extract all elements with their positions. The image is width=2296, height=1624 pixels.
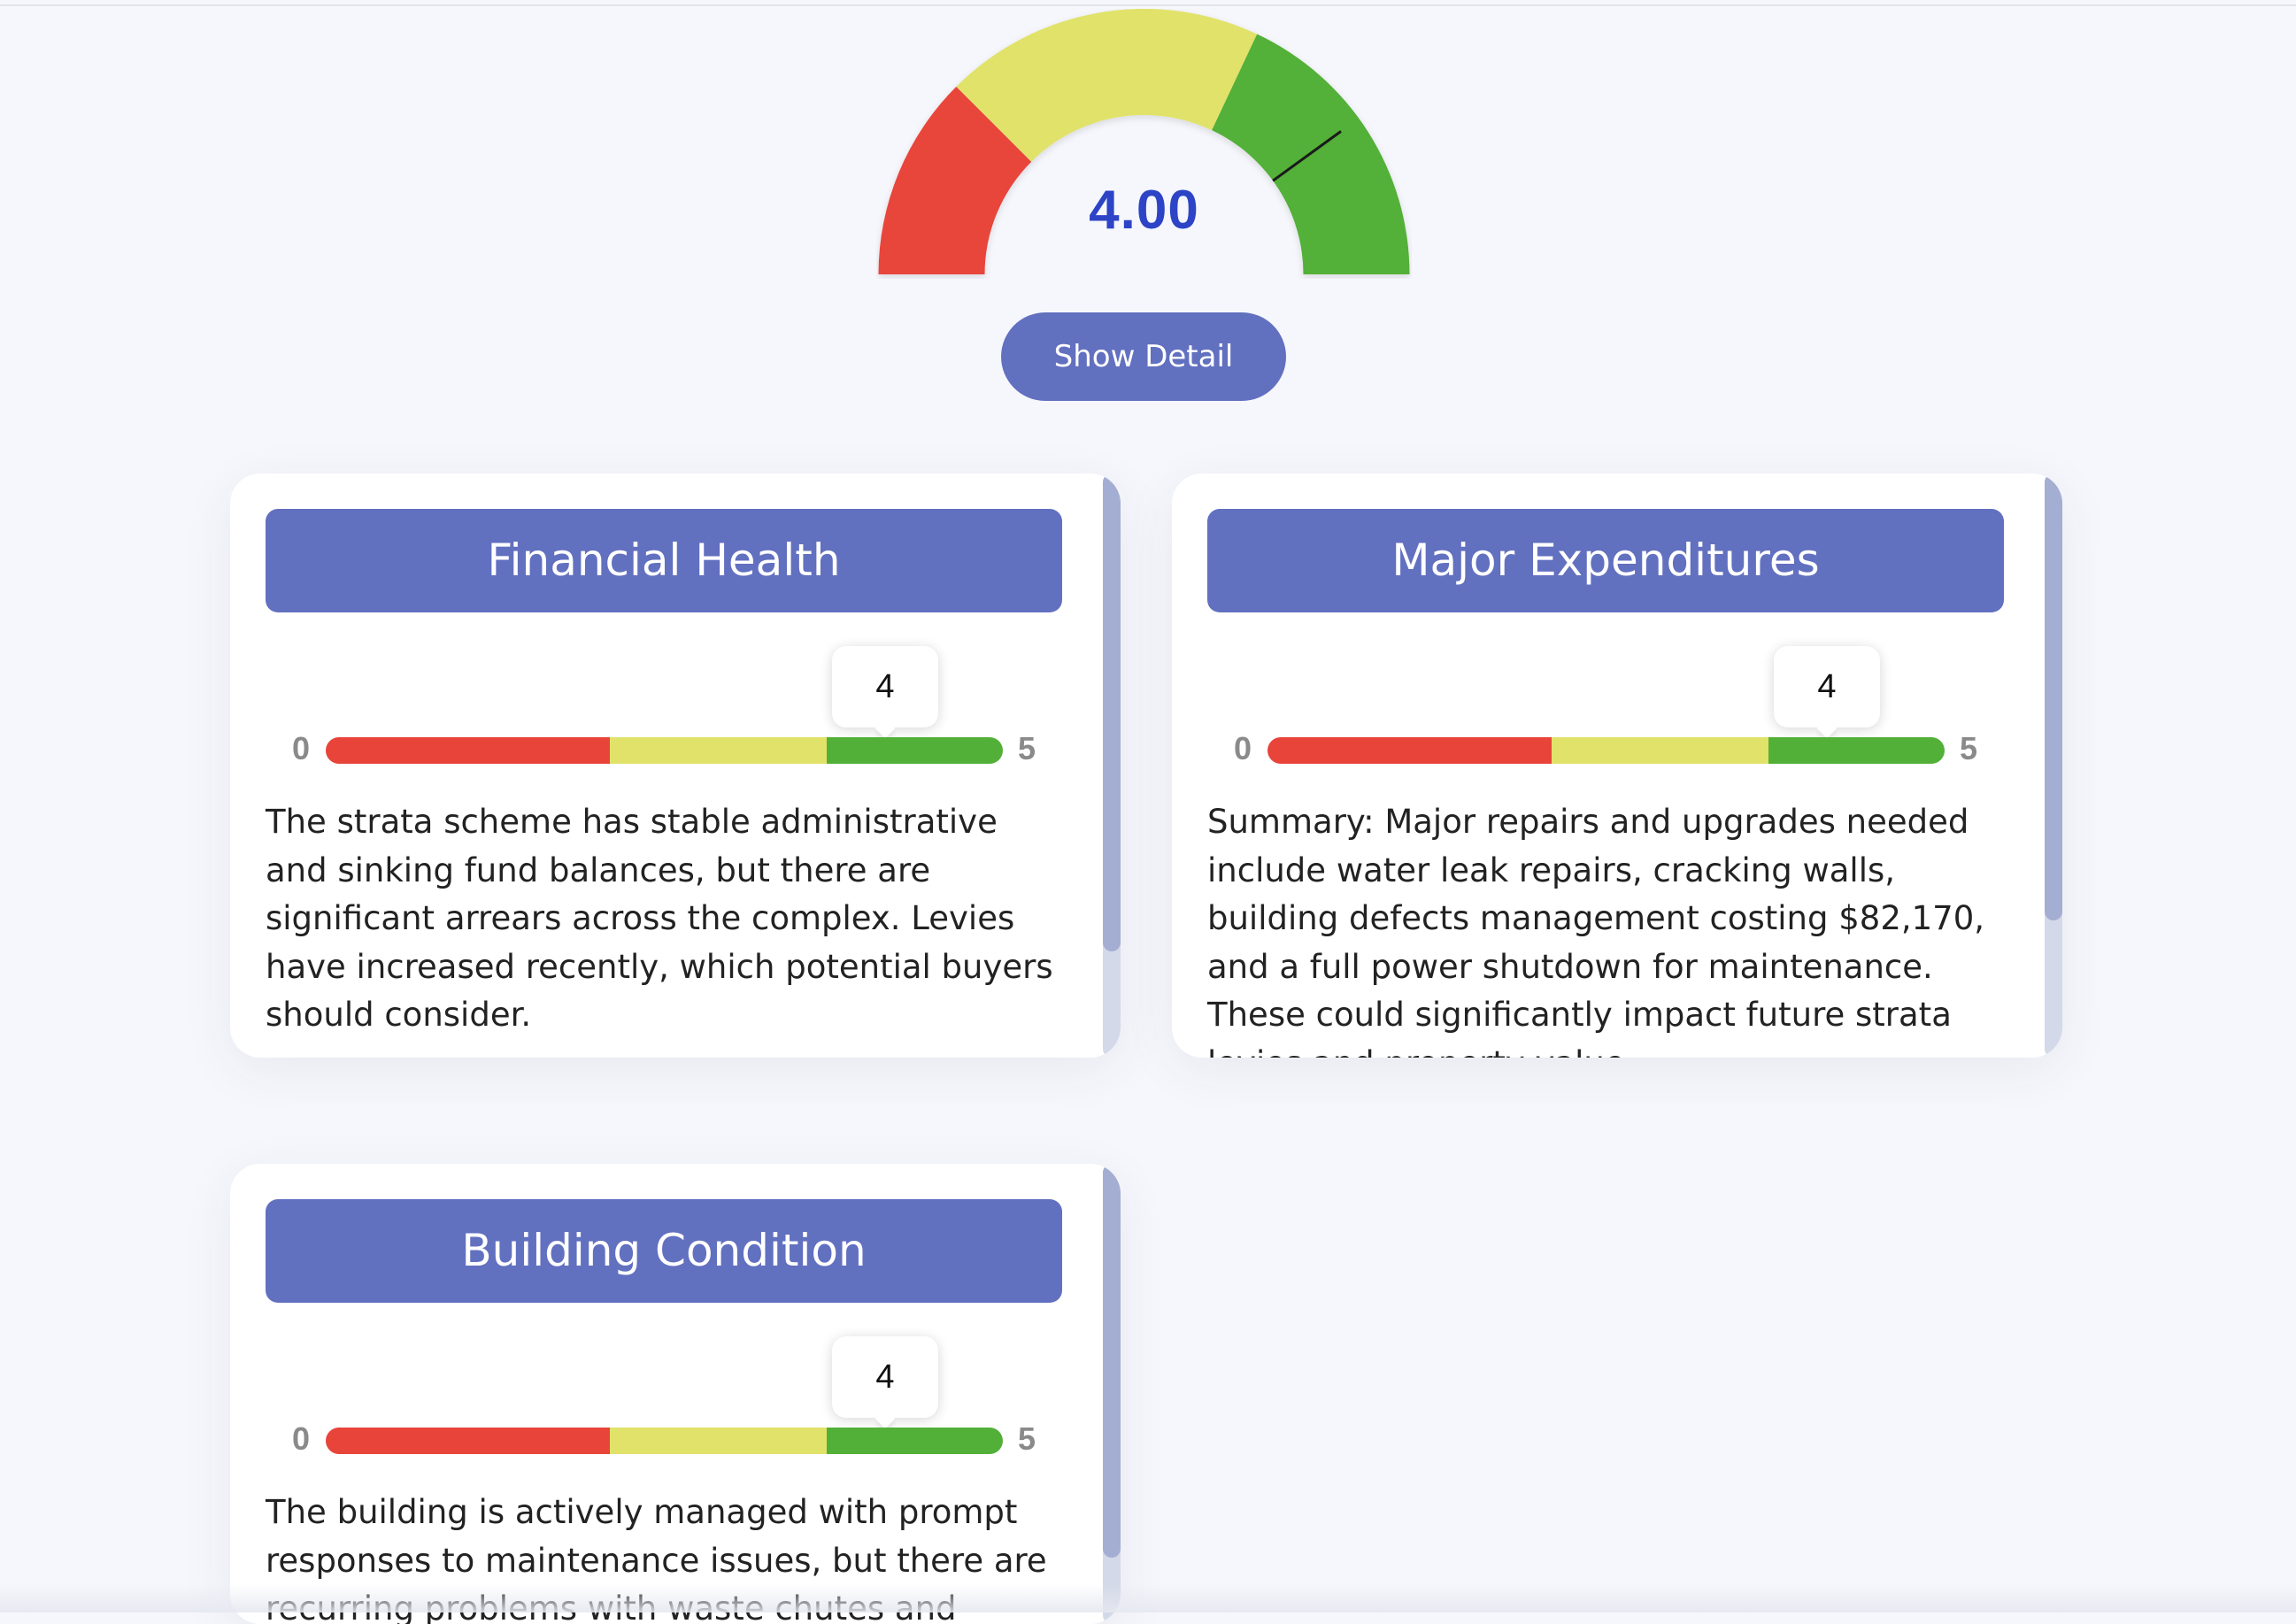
bar-segment-red [326, 737, 611, 764]
gauge-segment-yellow [956, 9, 1258, 162]
scrollbar-thumb[interactable] [1103, 473, 1121, 951]
card-title: Major Expenditures [1207, 509, 2004, 612]
score-bar [326, 737, 1003, 764]
scale-max-label: 5 [1960, 730, 1978, 766]
card-title: Financial Health [266, 509, 1062, 612]
scale-max-label: 5 [1018, 1420, 1036, 1457]
card-description: The strata scheme has stable administrat… [266, 803, 1053, 1034]
bar-segment-green [827, 737, 1003, 764]
card-title: Building Condition [266, 1199, 1062, 1303]
bar-segment-green [1768, 737, 1945, 764]
overall-score-gauge: 4.00 [876, 9, 1412, 279]
scale-min-label: 0 [1234, 730, 1252, 766]
score-bar [1267, 737, 1945, 764]
major-expenditures-card: Major Expenditures 4 0 5 Summary: Major … [1172, 473, 2062, 1058]
score-bar [326, 1428, 1003, 1454]
bar-segment-green [827, 1428, 1003, 1454]
bar-segment-yellow [610, 737, 828, 764]
gauge-segment-red [878, 86, 1032, 274]
scrollbar-thumb[interactable] [2045, 473, 2062, 920]
bar-segment-red [1267, 737, 1552, 764]
card-description: Summary: Major repairs and upgrades need… [1207, 803, 1985, 1058]
financial-health-card: Financial Health 4 0 5 The strata scheme… [230, 473, 1121, 1058]
gauge-dial [878, 9, 1410, 275]
scale-min-label: 0 [292, 730, 311, 766]
card-scrollbar[interactable] [2045, 473, 2062, 1058]
top-divider [0, 0, 2296, 6]
bar-segment-yellow [610, 1428, 828, 1454]
gauge-value: 4.00 [1089, 180, 1199, 241]
building-condition-card: Building Condition 4 0 5 The building is… [230, 1164, 1121, 1624]
page-bottom-edge [0, 1584, 2296, 1612]
gauge-needle [1272, 130, 1342, 182]
score-bubble: 4 [1774, 646, 1880, 727]
score-bubble: 4 [832, 646, 938, 727]
score-bubble: 4 [832, 1336, 938, 1418]
scale-max-label: 5 [1018, 730, 1036, 766]
show-detail-button[interactable]: Show Detail [1001, 312, 1286, 401]
scale-min-label: 0 [292, 1420, 311, 1457]
card-scrollbar[interactable] [1103, 1164, 1121, 1624]
scrollbar-thumb[interactable] [1103, 1164, 1121, 1558]
card-scrollbar[interactable] [1103, 473, 1121, 1058]
bar-segment-yellow [1552, 737, 1769, 764]
bar-segment-red [326, 1428, 611, 1454]
